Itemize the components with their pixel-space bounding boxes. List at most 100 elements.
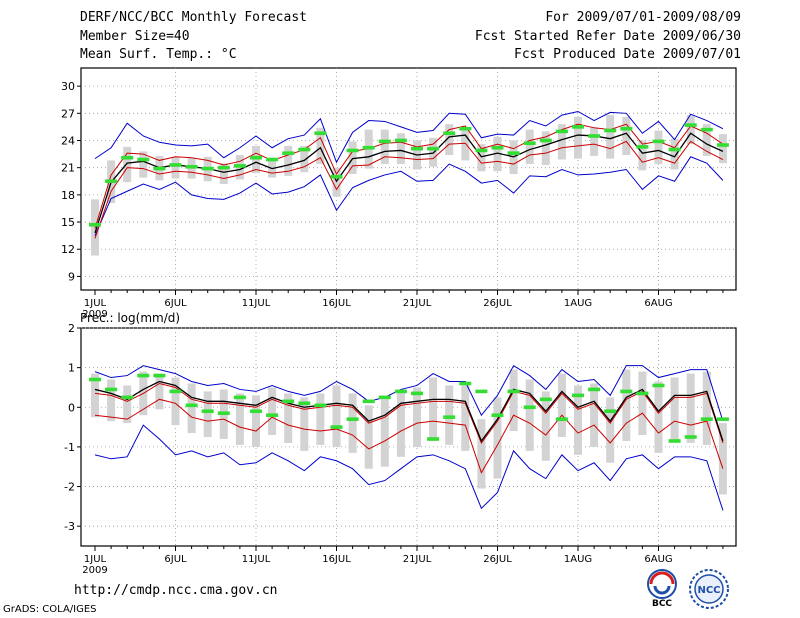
y-tick-label: 15 xyxy=(61,216,75,229)
observed-marker xyxy=(362,145,375,150)
y-tick-label: -1 xyxy=(64,441,75,454)
ensemble-box xyxy=(123,146,132,183)
ensemble-box xyxy=(123,385,132,424)
observed-marker xyxy=(137,157,150,162)
observed-marker xyxy=(330,174,343,179)
ensemble-box xyxy=(252,395,260,447)
ensemble-box xyxy=(348,141,357,175)
observed-marker xyxy=(185,164,198,169)
precip-title: Prec.: log(mm/d) xyxy=(80,311,180,325)
bcc-logo: BCC xyxy=(647,569,677,608)
ensemble-box xyxy=(252,145,260,174)
temperature-panel: 9 12 15 18 21 24 27 30 1JUL 6JUL 11JUL 16JUL 21JUL 26… xyxy=(61,67,737,320)
observed-marker xyxy=(346,148,359,153)
ensemble-box xyxy=(235,393,244,445)
ensemble-box xyxy=(686,373,695,443)
observed-marker xyxy=(716,417,729,421)
ensemble-box xyxy=(316,393,325,445)
observed-marker xyxy=(572,393,584,398)
ensemble-box xyxy=(525,129,534,165)
source-url[interactable]: http://cmdp.ncc.cma.gov.cn xyxy=(74,583,278,598)
ensemble-box xyxy=(557,124,566,160)
observed-marker xyxy=(89,222,101,227)
observed-marker xyxy=(266,413,279,417)
chart-source-title: DERF/NCC/BCC Monthly Forecast xyxy=(80,10,307,25)
svg-text:NCC: NCC xyxy=(697,585,720,596)
observed-marker xyxy=(217,411,230,416)
plot-frame xyxy=(80,67,737,291)
x-tick-label: 6JUL xyxy=(164,554,187,565)
observed-marker xyxy=(700,127,713,132)
ensemble-box xyxy=(413,387,421,447)
ensemble-box xyxy=(622,369,631,441)
ensemble-box xyxy=(284,145,293,176)
x-tick-label: 6JUL xyxy=(164,298,187,309)
ensemble-box xyxy=(332,385,341,447)
y-tick-label: 21 xyxy=(61,162,75,175)
observed-marker xyxy=(394,389,407,394)
y-tick-label: 2 xyxy=(68,322,75,335)
x-tick-label: 6AUG xyxy=(644,554,672,565)
observed-marker xyxy=(298,401,311,406)
ensemble-box xyxy=(348,393,357,453)
ensemble-box xyxy=(268,387,277,436)
x-year-label: 2009 xyxy=(82,565,107,576)
x-tick-label: 21JUL xyxy=(403,554,432,565)
y-tick-label: 18 xyxy=(61,189,75,202)
observed-marker xyxy=(572,125,584,129)
observed-marker xyxy=(636,391,649,396)
ensemble-box xyxy=(509,369,518,432)
ensemble-box xyxy=(638,371,647,436)
y-tick-label: 0 xyxy=(68,401,75,414)
ensemble-box xyxy=(606,115,615,159)
grads-credit: GrADS: COLA/IGES xyxy=(3,604,97,615)
observed-marker xyxy=(475,148,488,153)
ensemble-box xyxy=(574,116,582,159)
observed-marker xyxy=(153,166,166,171)
ensemble-box xyxy=(380,399,389,467)
observed-marker xyxy=(636,145,649,149)
observed-marker xyxy=(394,138,407,143)
observed-marker xyxy=(507,389,520,394)
observed-marker xyxy=(330,425,343,429)
ensemble-box xyxy=(702,371,711,445)
ensemble-box xyxy=(541,131,550,165)
plot-frame xyxy=(80,327,737,547)
series-upper-line xyxy=(94,123,724,229)
observed-marker xyxy=(620,389,633,394)
observed-marker xyxy=(266,157,279,162)
ensemble-box xyxy=(670,377,679,441)
observed-marker xyxy=(491,413,504,417)
observed-marker xyxy=(411,146,423,151)
observed-marker xyxy=(459,381,472,386)
observed-marker xyxy=(555,417,568,421)
y-tick-label: -3 xyxy=(64,520,75,533)
observed-marker xyxy=(217,165,230,170)
observed-marker xyxy=(346,417,359,421)
ensemble-box xyxy=(702,124,711,156)
observed-marker xyxy=(298,147,311,152)
x-tick-label: 16JUL xyxy=(322,554,351,565)
observed-marker xyxy=(507,151,520,155)
y-tick-label: 1 xyxy=(68,362,75,375)
ensemble-box xyxy=(654,130,663,165)
observed-marker xyxy=(250,155,262,160)
ensemble-box xyxy=(525,379,534,451)
ensemble-box xyxy=(316,127,325,165)
observed-marker xyxy=(684,123,697,127)
observed-marker xyxy=(169,163,182,167)
x-tick-label: 16JUL xyxy=(322,298,351,309)
ensemble-box xyxy=(477,144,486,172)
ensemble-box xyxy=(284,393,293,443)
member-size-label: Member Size=40 xyxy=(80,29,190,44)
x-tick-label: 1AUG xyxy=(564,298,592,309)
observed-marker xyxy=(588,134,601,138)
observed-marker xyxy=(523,141,536,146)
observed-marker xyxy=(201,409,214,414)
forecast-period-label: For 2009/07/01-2009/08/09 xyxy=(545,10,741,25)
ensemble-box xyxy=(445,124,454,155)
observed-marker xyxy=(282,151,295,155)
observed-marker xyxy=(427,146,440,151)
x-tick-label: 26JUL xyxy=(483,554,512,565)
